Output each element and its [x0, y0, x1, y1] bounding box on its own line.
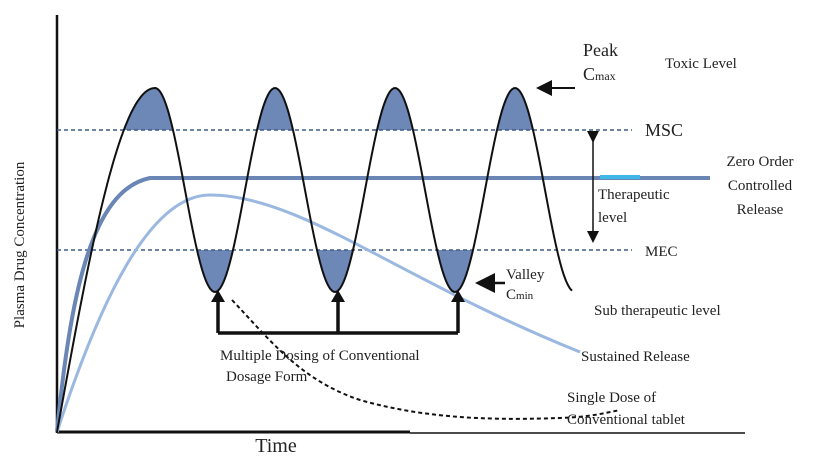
y-axis-label: Plasma Drug Concentration — [12, 161, 28, 328]
peak-shading — [123, 88, 533, 130]
single-dose-label: Conventional tablet — [567, 412, 686, 428]
toxic-level-label: Toxic Level — [665, 56, 737, 72]
x-axis-label: Time — [255, 435, 297, 457]
msc-label: MSC — [645, 120, 683, 140]
dose-arrowheads — [211, 290, 465, 302]
multiple-dosing-curve — [56, 86, 573, 433]
peak-label: Peak — [583, 40, 618, 60]
zero-order-label: Controlled — [728, 178, 793, 194]
zero-order-label: Zero Order — [726, 154, 793, 170]
zero-order-curve — [55, 176, 710, 433]
zero-order-label: Release — [737, 202, 784, 218]
cmin-symbol: C — [506, 287, 516, 303]
sustained-release-label: Sustained Release — [581, 349, 690, 365]
cmin-subscript: min — [516, 290, 534, 302]
dose-bracket — [216, 298, 460, 335]
therapeutic-label: Therapeutic — [598, 187, 670, 203]
mec-label: MEC — [645, 244, 678, 260]
sustained-release-curve — [55, 193, 581, 433]
cmax-label: Cmax — [583, 64, 616, 84]
sub-therapeutic-label: Sub therapeutic level — [594, 303, 721, 319]
cmax-subscript: max — [595, 69, 616, 83]
therapeutic-label: level — [598, 210, 627, 226]
valley-label: Valley — [506, 267, 545, 283]
cmax-symbol: C — [583, 64, 595, 84]
single-dose-curve — [231, 299, 621, 420]
valley-shading — [197, 250, 473, 292]
multiple-dosing-label: Dosage Form — [226, 369, 308, 385]
cmin-label: Cmin — [506, 287, 534, 303]
single-dose-label: Single Dose of — [567, 390, 656, 406]
multiple-dosing-label: Multiple Dosing of Conventional — [220, 348, 420, 364]
